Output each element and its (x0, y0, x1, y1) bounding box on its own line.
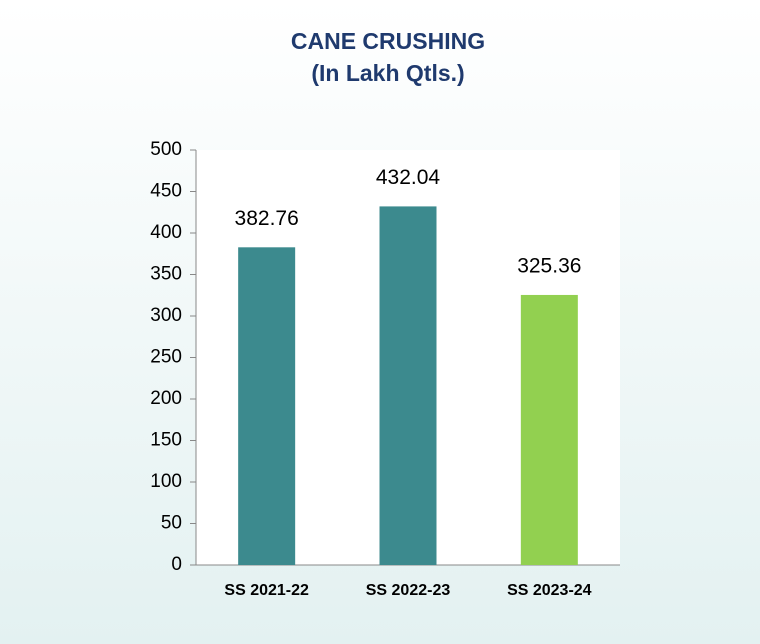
y-tick-label: 50 (161, 513, 182, 534)
y-tick-label: 300 (150, 305, 182, 326)
bar (238, 247, 296, 565)
chart-subtitle: (In Lakh Qtls.) (311, 60, 464, 86)
y-tick-label: 350 (150, 264, 182, 285)
data-label: 382.76 (235, 207, 299, 230)
y-tick-label: 500 (150, 139, 182, 160)
bar (379, 206, 437, 565)
data-label: 432.04 (376, 166, 441, 189)
y-tick-label: 450 (150, 181, 182, 202)
data-label: 325.36 (517, 254, 581, 277)
y-tick-label: 100 (150, 471, 182, 492)
y-tick-label: 400 (150, 222, 182, 243)
x-tick-label: SS 2021-22 (224, 582, 309, 599)
y-tick-label: 250 (150, 347, 182, 368)
chart-title: CANE CRUSHING (291, 28, 485, 54)
x-tick-label: SS 2023-24 (507, 582, 592, 599)
x-tick-label: SS 2022-23 (366, 582, 451, 599)
y-tick-label: 200 (150, 388, 182, 409)
y-tick-label: 150 (150, 430, 182, 451)
bar (520, 294, 578, 565)
y-tick-label: 0 (171, 554, 182, 575)
